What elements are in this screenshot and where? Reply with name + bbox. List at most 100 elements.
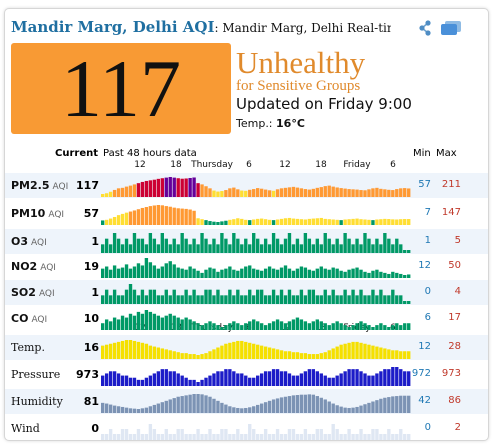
sparkline-bar <box>339 406 343 413</box>
sparkline-bar <box>331 289 335 304</box>
sparkline-bar <box>156 244 161 253</box>
sparkline-bar <box>407 301 411 304</box>
sparkline-bar <box>188 177 192 197</box>
row-label: PM10 AQI <box>11 207 64 220</box>
sparkline-bar <box>244 341 248 360</box>
sparkline-bar <box>148 375 153 386</box>
sparkline-bar <box>236 189 240 197</box>
min-value: 12 <box>418 341 431 352</box>
sparkline-chart[interactable] <box>101 389 411 414</box>
sparkline-bar <box>101 402 105 413</box>
sparkline-bar <box>188 354 192 359</box>
sparkline-bar <box>343 188 347 197</box>
sparkline-bar <box>331 348 335 359</box>
sparkline-bar <box>295 317 300 330</box>
sparkline-bar <box>224 404 228 413</box>
sparkline-bar <box>144 207 149 225</box>
sparkline-bar <box>387 429 391 440</box>
sparkline-bar <box>140 238 145 253</box>
sparkline-bar <box>168 244 172 253</box>
sparkline-bar <box>291 218 296 225</box>
window-icon[interactable] <box>439 20 463 36</box>
sparkline-bar <box>256 218 260 225</box>
sparkline-bar <box>275 238 280 253</box>
sparkline-bar <box>407 219 411 225</box>
sparkline-bar <box>156 315 161 330</box>
sparkline-bar <box>176 429 180 440</box>
sparkline-bar <box>343 219 347 225</box>
sparkline-bar <box>387 273 391 278</box>
sparkline-bar <box>327 185 331 197</box>
sparkline-bar <box>124 186 129 197</box>
sparkline-bar <box>168 177 172 197</box>
sparkline-bar <box>383 325 387 330</box>
sparkline-bar <box>327 219 331 225</box>
sparkline-bar <box>347 342 351 359</box>
sparkline-bar <box>399 395 403 413</box>
sparkline-bar <box>363 190 367 197</box>
sparkline-bar <box>116 215 121 225</box>
city-title-link[interactable]: Mandir Marg, Delhi AQI <box>11 18 215 36</box>
sparkline-bar <box>291 375 296 386</box>
sparkline-bar <box>104 434 109 440</box>
sparkline-bar <box>120 187 125 197</box>
data-row-co: CO AQI 10 6 17 <box>5 306 488 331</box>
sparkline-bar <box>267 323 272 330</box>
sparkline-bar <box>363 233 367 253</box>
sparkline-bar <box>299 394 304 413</box>
sparkline-bar <box>403 250 407 253</box>
sparkline-bar <box>315 396 319 413</box>
data-row-o3: O3 AQI 1 1 5 <box>5 229 488 254</box>
sparkline-chart[interactable] <box>101 254 411 279</box>
sparkline-bar <box>180 268 184 279</box>
sparkline-bar <box>184 238 188 253</box>
sparkline-bar <box>323 323 327 330</box>
sparkline-chart[interactable] <box>101 416 411 441</box>
sparkline-bar <box>387 327 391 330</box>
sparkline-bar <box>355 218 359 225</box>
sparkline-chart[interactable] <box>101 173 411 198</box>
sparkline-bar <box>343 434 347 440</box>
sparkline-bar <box>104 344 109 359</box>
sparkline-bar <box>311 289 316 304</box>
sparkline-bar <box>351 218 355 225</box>
sparkline-chart[interactable] <box>101 362 411 387</box>
sparkline-bar <box>188 394 192 413</box>
sparkline-bar <box>311 270 316 278</box>
sparkline-bar <box>152 346 157 359</box>
sparkline-bar <box>355 406 359 413</box>
sparkline-bar <box>184 434 188 440</box>
sparkline-bar <box>291 270 296 278</box>
sparkline-bar <box>383 272 387 279</box>
sparkline-bar <box>339 434 343 440</box>
sparkline-bar <box>311 188 316 197</box>
sparkline-chart[interactable] <box>101 306 411 331</box>
sparkline-bar <box>168 295 172 304</box>
sparkline-bar <box>232 407 236 413</box>
sparkline-bar <box>148 424 153 440</box>
sparkline-bar <box>387 349 391 360</box>
sparkline-chart[interactable] <box>101 201 411 226</box>
min-value: 1 <box>424 235 431 246</box>
sparkline-bar <box>224 369 228 386</box>
sparkline-bar <box>220 327 224 330</box>
sparkline-bar <box>236 289 240 304</box>
sparkline-bar <box>132 340 137 359</box>
sparkline-bar <box>228 219 232 225</box>
sparkline-chart[interactable] <box>101 229 411 254</box>
sparkline-bar <box>351 369 355 386</box>
sparkline-bar <box>283 218 288 225</box>
sparkline-bar <box>275 319 280 330</box>
sparkline-bar <box>259 270 264 278</box>
sparkline-bar <box>108 404 113 413</box>
sparkline-bar <box>256 238 260 253</box>
sparkline-bar <box>347 219 351 225</box>
sparkline-chart[interactable] <box>101 335 411 360</box>
sparkline-bar <box>180 396 184 413</box>
share-icon[interactable] <box>417 19 433 37</box>
sparkline-bar <box>108 244 113 253</box>
sparkline-bar <box>104 193 109 197</box>
max-value: 4 <box>454 286 461 297</box>
sparkline-chart[interactable] <box>101 280 411 305</box>
sparkline-bar <box>315 429 319 440</box>
